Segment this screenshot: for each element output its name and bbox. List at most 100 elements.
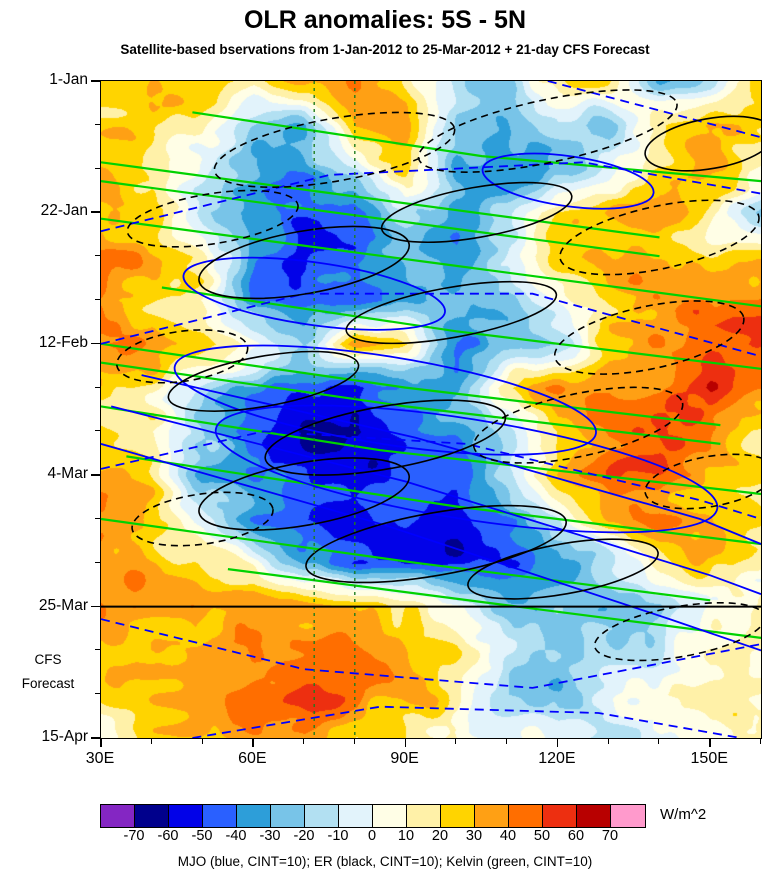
y-minor-tick <box>95 561 100 563</box>
y-minor-tick <box>95 649 100 651</box>
colorbar-label: -60 <box>157 828 179 844</box>
chart-title: OLR anomalies: 5S - 5N <box>243 6 527 34</box>
x-minor-tick <box>353 739 355 744</box>
kelvin-wave-contour <box>101 217 761 308</box>
colorbar-segment <box>475 805 509 827</box>
colorbar-label: 0 <box>367 828 377 844</box>
colorbar-segment <box>577 805 611 827</box>
units-label: W/m^2 <box>660 806 707 823</box>
x-tick-label: 30E <box>85 750 115 767</box>
x-minor-tick <box>760 739 761 744</box>
x-minor-tick <box>607 739 609 744</box>
er-wave-contour <box>644 453 761 510</box>
x-tick <box>709 739 711 747</box>
colorbar-label: -30 <box>259 828 281 844</box>
colorbar-label: 50 <box>533 828 551 844</box>
x-minor-tick <box>658 739 660 744</box>
y-tick <box>91 605 100 608</box>
y-minor-tick <box>95 167 100 169</box>
x-minor-tick <box>201 739 203 744</box>
y-tick <box>91 80 100 82</box>
x-tick <box>404 739 407 747</box>
colorbar-segment <box>509 805 543 827</box>
colorbar-segment <box>305 805 339 827</box>
kelvin-wave-contour <box>101 161 660 239</box>
x-minor-tick <box>455 739 457 744</box>
y-minor-tick <box>95 299 100 300</box>
er-wave-contour <box>131 491 274 547</box>
colorbar-segment <box>407 805 441 827</box>
wave-contour-overlay <box>101 81 761 738</box>
colorbar-label: -20 <box>293 828 315 844</box>
y-tick-label: 4-Mar <box>47 465 88 483</box>
colorbar-segment <box>135 805 169 827</box>
er-wave-contour <box>198 225 411 300</box>
x-minor-tick <box>150 739 152 744</box>
er-wave-contour <box>553 300 745 375</box>
colorbar-label: 10 <box>397 828 415 844</box>
kelvin-wave-contour <box>192 111 761 183</box>
x-minor-tick <box>506 739 508 744</box>
y-tick-label: 1-Jan <box>49 71 88 88</box>
colorbar-label: 20 <box>431 828 449 844</box>
colorbar-segment <box>101 805 135 827</box>
colorbar-label: -50 <box>191 828 213 844</box>
er-wave-contour <box>467 538 659 600</box>
y-tick-label: 25-Mar <box>38 596 88 614</box>
colorbar-segment <box>543 805 577 827</box>
mjo-wave-contour <box>214 404 719 534</box>
colorbar-label: -10 <box>327 828 349 844</box>
colorbar-label: 70 <box>601 828 619 844</box>
cfs-label: CFS <box>34 652 62 667</box>
colorbar-label: 30 <box>465 828 483 844</box>
colorbar-segment <box>203 805 237 827</box>
colorbar-segment <box>339 805 373 827</box>
er-wave-contour <box>213 111 456 189</box>
y-tick-label: 22-Jan <box>40 202 88 220</box>
mjo-wave-contour <box>481 152 655 210</box>
y-tick <box>91 342 100 345</box>
hovmoller-plot-area <box>100 80 762 739</box>
kelvin-wave-contour <box>101 342 721 427</box>
y-minor-tick <box>95 255 100 257</box>
er-wave-contour <box>345 280 558 345</box>
mjo-wave-contour <box>182 256 446 331</box>
kelvin-wave-contour <box>101 361 721 445</box>
y-tick <box>91 211 100 213</box>
y-minor-tick <box>95 693 100 695</box>
y-minor-tick <box>95 430 100 432</box>
y-tick <box>91 737 100 739</box>
er-wave-contour <box>472 386 684 464</box>
er-wave-contour <box>644 115 761 172</box>
colorbar-segment <box>169 805 203 827</box>
mjo-wave-contour <box>173 344 597 456</box>
y-tick-label: 12-Feb <box>38 333 88 351</box>
kelvin-wave-contour <box>161 286 761 370</box>
mjo-wave-contour <box>110 405 761 595</box>
mjo-wave-contour <box>547 81 761 139</box>
er-wave-contour <box>126 189 299 248</box>
er-wave-contour <box>115 329 249 384</box>
colorbar <box>100 804 646 828</box>
y-tick-label: 15-Apr <box>41 728 88 745</box>
chart-subtitle: Satellite-based bservations from 1-Jan-2… <box>120 42 650 57</box>
x-tick <box>556 739 559 747</box>
y-minor-tick <box>95 386 100 388</box>
kelvin-wave-contour <box>101 405 761 496</box>
kelvin-wave-contour <box>101 517 711 602</box>
er-wave-contour <box>167 350 360 412</box>
y-minor-tick <box>95 518 100 519</box>
colorbar-label: -70 <box>123 828 145 844</box>
x-minor-tick <box>303 739 305 744</box>
er-wave-contour <box>305 504 567 584</box>
kelvin-wave-contour <box>227 568 761 639</box>
colorbar-label: 60 <box>567 828 585 844</box>
colorbar-label: -40 <box>225 828 247 844</box>
er-wave-contour <box>264 399 507 476</box>
mjo-wave-contour <box>192 705 741 738</box>
x-tick <box>252 739 254 747</box>
mjo-wave-contour <box>141 374 761 545</box>
x-tick <box>100 739 102 747</box>
er-wave-contour <box>198 457 411 531</box>
